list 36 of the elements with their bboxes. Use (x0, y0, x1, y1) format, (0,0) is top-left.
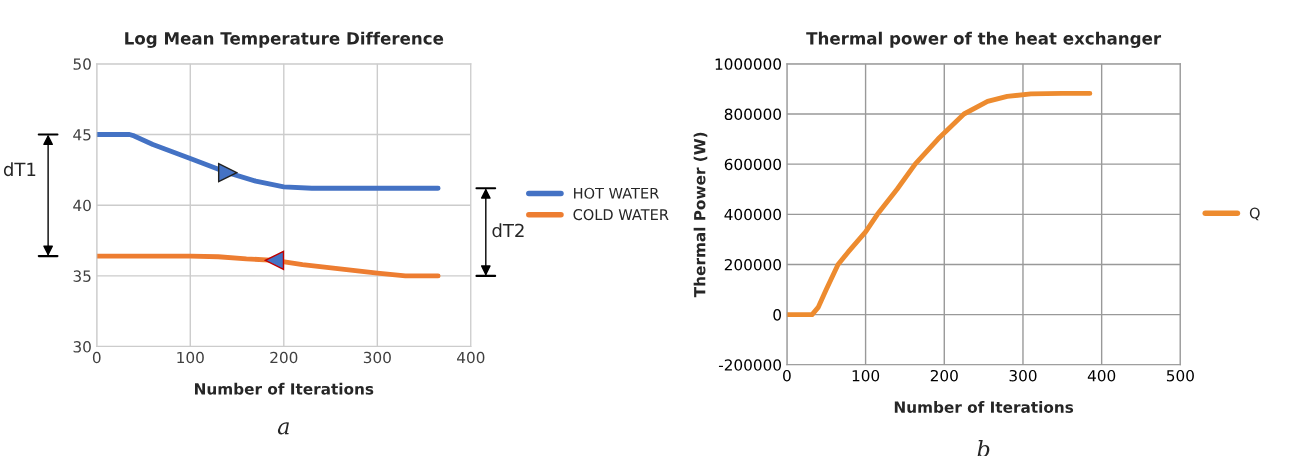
x-tick-label: 200 (270, 351, 298, 364)
x-tick-label: 400 (457, 351, 485, 364)
y-tick-label: 400000 (724, 208, 782, 221)
x-tick-label: 0 (783, 369, 791, 382)
y-tick-label: 50 (73, 58, 91, 70)
legend-label: HOT WATER (574, 187, 659, 199)
x-tick-label: 300 (1009, 369, 1037, 382)
y-axis-title: Thermal Power (W) (693, 132, 708, 298)
y-tick-label: 30 (73, 341, 91, 353)
chart-title: Log Mean Temperature Difference (125, 31, 444, 48)
x-tick-label: 100 (852, 369, 880, 382)
x-axis-title: Number of Iterations (195, 382, 374, 395)
y-tick-label: 800000 (724, 108, 782, 121)
text: dT1 (3, 162, 36, 177)
text: a (277, 422, 289, 435)
x-tick-label: 100 (177, 351, 204, 364)
x-tick-label: 500 (1166, 369, 1194, 382)
x-tick-label: 300 (363, 351, 391, 364)
legend-label: COLD WATER (573, 209, 669, 221)
y-tick-label: 40 (73, 199, 91, 212)
y-tick-label: 600000 (724, 158, 782, 171)
chart-title: Thermal power of the heat exchanger (806, 31, 1162, 48)
x-axis-title: Number of Iterations (894, 401, 1074, 413)
y-tick-label: 35 (73, 270, 91, 282)
x-tick-label: 400 (1087, 369, 1116, 382)
y-tick-label: 1000000 (715, 58, 782, 70)
y-tick-label: -200000 (718, 359, 782, 371)
legend-label: Q (1249, 207, 1260, 221)
y-tick-label: 0 (773, 309, 782, 321)
x-tick-label: 200 (930, 369, 958, 382)
line-series (96, 132, 441, 191)
x-tick-label: 0 (92, 351, 101, 364)
y-tick-label: 45 (73, 129, 91, 141)
line-series (786, 91, 1093, 318)
text: dT2 (492, 223, 524, 238)
y-tick-label: 200000 (724, 258, 782, 271)
